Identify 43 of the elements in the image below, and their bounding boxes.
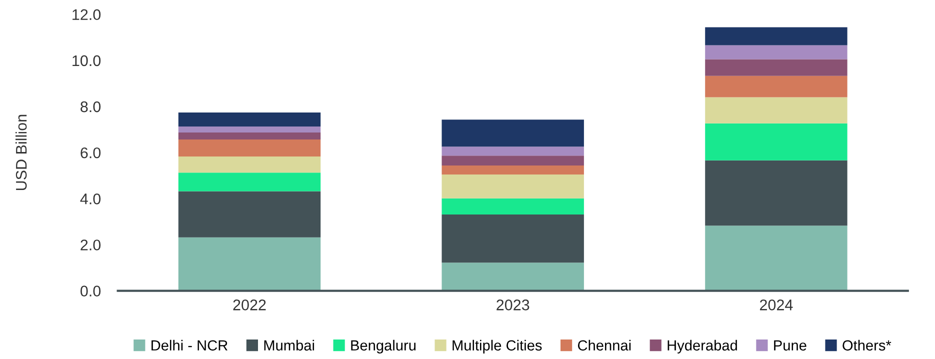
bar	[705, 97, 848, 124]
bar	[442, 262, 584, 291]
bar	[442, 198, 584, 215]
x-tick-label: 2024	[760, 300, 793, 310]
bar	[442, 165, 584, 174]
bar	[705, 160, 848, 226]
bar	[705, 226, 848, 291]
legend-label: Pune	[774, 340, 806, 351]
bar	[705, 76, 848, 98]
legend-label: Chennai	[578, 340, 631, 351]
bar	[178, 191, 321, 238]
y-tick-label: 12.0	[72, 9, 101, 20]
bar	[705, 45, 848, 60]
bar	[178, 112, 321, 127]
bar	[442, 146, 584, 156]
bar	[178, 132, 321, 140]
bar	[705, 27, 848, 46]
legend-label: Mumbai	[264, 340, 314, 351]
bar	[705, 123, 848, 160]
legend-label: Delhi - NCR	[152, 340, 228, 351]
legend-label: Multiple Cities	[452, 340, 542, 354]
y-tick-label: 4.0	[80, 194, 101, 204]
y-tick-label: 8.0	[80, 101, 101, 112]
y-tick-label: 0.0	[80, 286, 101, 296]
bar	[442, 174, 584, 198]
bar	[442, 120, 584, 147]
bar	[178, 156, 321, 173]
legend-label: Bengaluru	[351, 340, 416, 354]
bar	[705, 59, 848, 76]
bar	[178, 172, 321, 192]
x-tick-label: 2022	[233, 300, 266, 310]
bar	[178, 139, 321, 156]
bar	[178, 126, 321, 133]
legend-label: Hyderabad	[668, 340, 737, 354]
y-tick-label: 10.0	[72, 55, 101, 66]
legend-label: Others*	[842, 340, 892, 351]
y-tick-label: 2.0	[80, 240, 101, 250]
bar	[178, 237, 321, 291]
bar	[442, 156, 584, 166]
bar	[442, 214, 584, 263]
y-axis-title: USD Billion	[16, 114, 27, 190]
x-tick-label: 2023	[496, 300, 530, 310]
y-tick-label: 6.0	[80, 147, 101, 158]
